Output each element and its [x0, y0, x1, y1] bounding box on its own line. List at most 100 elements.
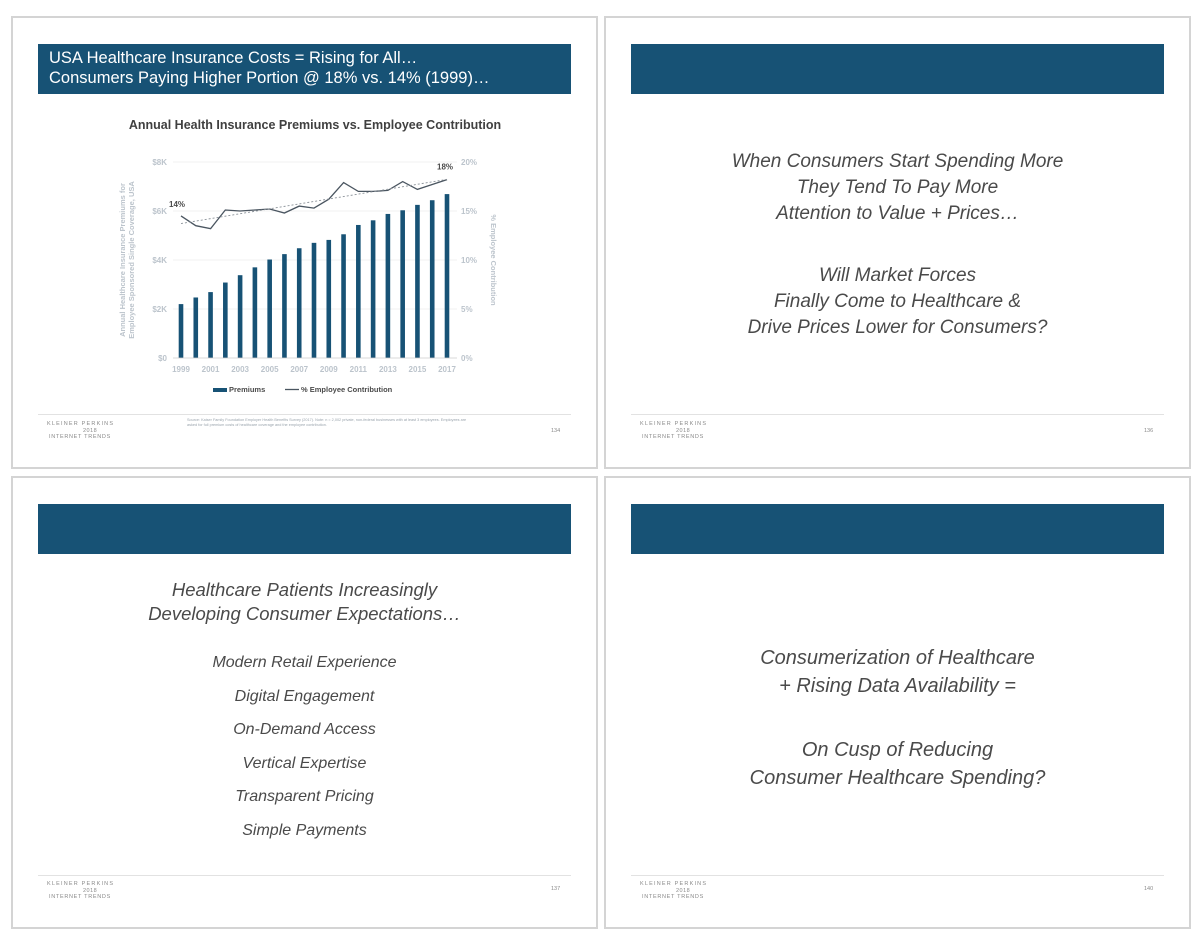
expectation-item: Simple Payments: [242, 821, 367, 839]
footer-rule: [38, 875, 571, 876]
message-line: Will Market Forces: [818, 265, 977, 286]
line-employee-contribution: [180, 178, 448, 230]
page-number: 136: [1144, 428, 1154, 434]
slide-title-band: [38, 504, 571, 554]
message-line: + Rising Data Availability =: [779, 675, 1016, 697]
slide-insurance-costs: USA Healthcare Insurance Costs = Rising …: [11, 16, 598, 469]
message-consumerization: Consumerization of Healthcare + Rising D…: [606, 644, 1189, 700]
expectations-list: Modern Retail Experience Digital Engagem…: [13, 646, 596, 847]
y-tick-label: $6K: [152, 207, 167, 216]
y-tick-label: $2K: [152, 305, 167, 314]
slide-title-line-1: USA Healthcare Insurance Costs = Rising …: [49, 49, 418, 67]
x-tick-label: 2003: [231, 365, 249, 374]
slide-title: USA Healthcare Insurance Costs = Rising …: [38, 44, 571, 88]
kp-logo-brand: KLEINER PERKINS: [47, 421, 115, 427]
kp-logo-year: 2018: [676, 887, 691, 894]
message-spending: When Consumers Start Spending More They …: [606, 149, 1189, 227]
heading-line: Developing Consumer Expectations…: [148, 603, 461, 624]
bar-premium-2015: [415, 204, 420, 358]
footer-rule: [631, 414, 1164, 415]
bar-premium-2012: [370, 220, 376, 358]
message-line: On Cusp of Reducing: [801, 739, 994, 761]
kp-logo-report: INTERNET TRENDS: [642, 894, 704, 900]
kp-logo-brand: KLEINER PERKINS: [640, 881, 708, 887]
x-tick-label: 2007: [290, 365, 308, 374]
message-line: Drive Prices Lower for Consumers?: [747, 317, 1048, 338]
bar-premium-2011: [356, 224, 361, 358]
y2-tick-label: 0%: [461, 354, 473, 363]
bar-premium-2005: [267, 259, 272, 358]
x-tick-label: 2015: [409, 365, 427, 374]
bar-premium-2000: [193, 297, 199, 358]
legend-label-contribution: % Employee Contribution: [301, 385, 393, 394]
page-number: 134: [551, 428, 561, 434]
premium-chart: Annual Health Insurance Premiums vs. Emp…: [118, 118, 501, 394]
kp-logo-report: INTERNET TRENDS: [642, 434, 704, 440]
chart-title: Annual Health Insurance Premiums vs. Emp…: [129, 118, 501, 132]
y-tick-label: $8K: [152, 158, 167, 167]
x-tick-label: 2001: [202, 365, 220, 374]
kp-logo-report: INTERNET TRENDS: [49, 434, 111, 440]
message-reducing-spending: On Cusp of Reducing Consumer Healthcare …: [606, 736, 1189, 792]
expectation-item: Transparent Pricing: [235, 788, 374, 805]
slide-consumer-expectations: Healthcare Patients Increasingly Develop…: [11, 476, 598, 929]
kp-logo-brand: KLEINER PERKINS: [640, 421, 708, 427]
slide-title-band: USA Healthcare Insurance Costs = Rising …: [38, 44, 571, 94]
bar-premium-2009: [326, 239, 332, 358]
slide-title-band: [631, 44, 1164, 94]
kp-logo: KLEINER PERKINS 2018 INTERNET TRENDS: [47, 421, 114, 441]
heading-line: Healthcare Patients Increasingly: [171, 579, 438, 600]
bar-premium-2001: [208, 292, 213, 358]
legend-swatch-premiums: [213, 388, 227, 392]
expectation-item: Modern Retail Experience: [212, 654, 397, 671]
message-line: When Consumers Start Spending More: [731, 151, 1064, 172]
footer-rule: [38, 414, 571, 415]
y2-tick-label: 10%: [461, 256, 477, 265]
expectations-heading: Healthcare Patients Increasingly Develop…: [13, 578, 596, 626]
kp-logo-year: 2018: [676, 427, 691, 434]
bar-premium-2010: [341, 234, 346, 358]
message-line: Finally Come to Healthcare &: [773, 291, 1022, 312]
y-axis-label-line: Annual Healthcare Insurance Premiums for: [118, 183, 127, 337]
legend-label-premiums: Premiums: [229, 385, 265, 394]
source-note: Source: Kaiser Family Foundation Employe…: [187, 418, 467, 427]
y2-tick-label: 15%: [461, 207, 477, 216]
x-tick-label: 2009: [320, 365, 338, 374]
kp-logo: KLEINER PERKINS 2018 INTERNET TRENDS: [640, 421, 707, 441]
y-tick-label: $0: [158, 354, 167, 363]
bar-premium-2002: [223, 282, 228, 358]
message-line: Consumer Healthcare Spending?: [749, 767, 1046, 789]
bar-premium-2004: [252, 267, 258, 358]
y2-axis-label: % Employee Contribution: [489, 214, 498, 306]
message-line: They Tend To Pay More: [796, 177, 999, 198]
trendline: [180, 178, 448, 224]
y2-tick-label: 20%: [461, 158, 477, 167]
y-axis-label-line: Employee Sponsored Single Coverage, USA: [127, 181, 136, 339]
bar-premium-2007: [296, 248, 302, 358]
page-number: 137: [551, 886, 561, 892]
kp-logo-report: INTERNET TRENDS: [49, 894, 111, 900]
expectation-item: Digital Engagement: [234, 687, 375, 705]
x-tick-label: 1999: [172, 365, 190, 374]
x-tick-label: 2005: [261, 365, 279, 374]
bar-premium-2008: [311, 242, 317, 358]
annotation-start: 14%: [169, 200, 185, 209]
message-line: Consumerization of Healthcare: [760, 647, 1035, 669]
kp-logo-year: 2018: [83, 887, 98, 894]
slide-title-band: [631, 504, 1164, 554]
message-line: Attention to Value + Prices…: [776, 203, 1019, 224]
bar-premium-2013: [385, 213, 391, 358]
slide-value-prices: When Consumers Start Spending More They …: [604, 16, 1191, 469]
bar-premium-2017: [444, 194, 450, 358]
bar-premium-1999: [178, 304, 184, 358]
kp-logo-brand: KLEINER PERKINS: [47, 881, 115, 887]
page-number: 140: [1144, 886, 1154, 892]
slide-title-line-2: Consumers Paying Higher Portion @ 18% vs…: [49, 69, 490, 87]
bar-premium-2006: [282, 254, 287, 358]
x-tick-label: 2017: [438, 365, 456, 374]
kp-logo-year: 2018: [83, 427, 98, 434]
kp-logo: KLEINER PERKINS 2018 INTERNET TRENDS: [47, 881, 114, 901]
expectation-item: Vertical Expertise: [242, 754, 367, 772]
y-tick-label: $4K: [152, 256, 167, 265]
message-market-forces: Will Market Forces Finally Come to Healt…: [606, 263, 1189, 341]
